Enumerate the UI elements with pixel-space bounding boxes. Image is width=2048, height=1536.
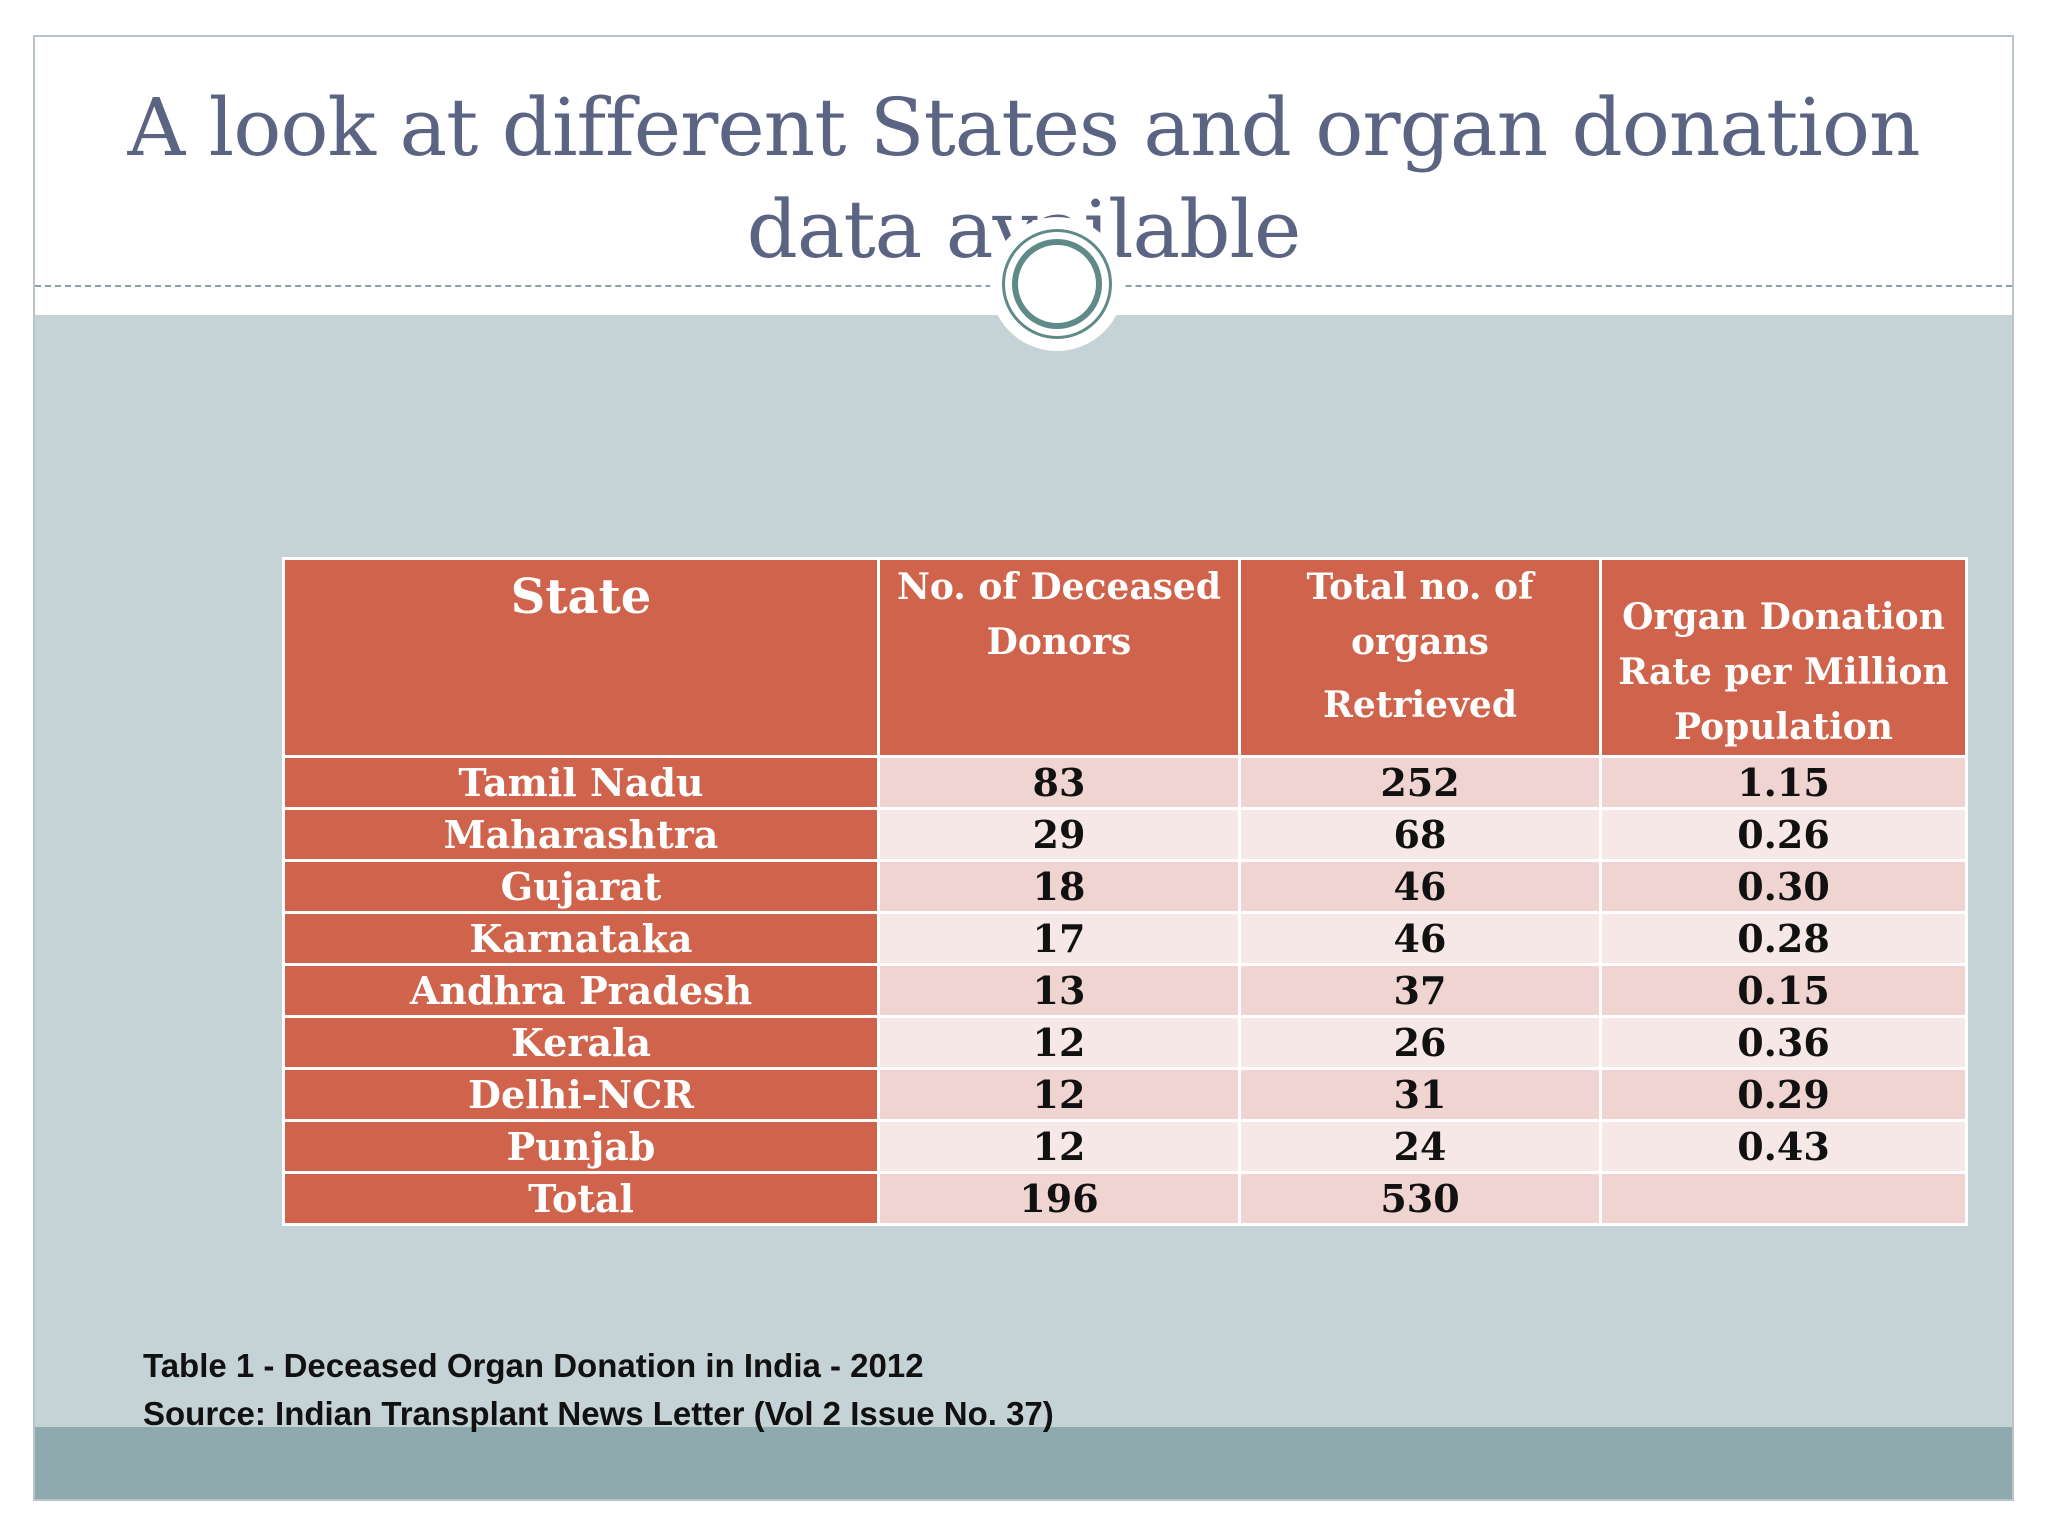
caption-source: Source: Indian Transplant News Letter (V… (143, 1395, 1054, 1432)
rate-cell: 0.15 (1599, 963, 1968, 1018)
organs-cell: 26 (1238, 1015, 1602, 1070)
table-header-row: State No. of Deceased Donors Total no. o… (282, 557, 1968, 758)
slide-title: A look at different States and organ don… (127, 81, 1920, 276)
rate-cell: 1.15 (1599, 755, 1968, 810)
rate-cell: 0.36 (1599, 1015, 1968, 1070)
state-cell: Kerala (282, 1015, 880, 1070)
donors-cell: 29 (877, 807, 1241, 862)
state-cell: Delhi-NCR (282, 1067, 880, 1122)
state-cell: Andhra Pradesh (282, 963, 880, 1018)
organs-cell: 24 (1238, 1119, 1602, 1174)
organs-cell: 37 (1238, 963, 1602, 1018)
divider-ring-inner (1012, 239, 1102, 329)
footer-bar (35, 1427, 2012, 1499)
table-row: Kerala 12 26 0.36 (282, 1015, 1968, 1070)
table-row: Tamil Nadu 83 252 1.15 (282, 755, 1968, 810)
total-donors: 196 (877, 1171, 1241, 1226)
organs-cell: 252 (1238, 755, 1602, 810)
total-rate (1599, 1171, 1968, 1226)
table-row: Punjab 12 24 0.43 (282, 1119, 1968, 1174)
donors-cell: 83 (877, 755, 1241, 810)
table-row: Delhi-NCR 12 31 0.29 (282, 1067, 1968, 1122)
state-cell: Gujarat (282, 859, 880, 914)
table-row: Gujarat 18 46 0.30 (282, 859, 1968, 914)
rate-cell: 0.29 (1599, 1067, 1968, 1122)
organs-cell: 46 (1238, 911, 1602, 966)
state-cell: Karnataka (282, 911, 880, 966)
state-cell: Maharashtra (282, 807, 880, 862)
organs-cell: 31 (1238, 1067, 1602, 1122)
header-donors: No. of Deceased Donors (877, 557, 1241, 758)
state-cell: Tamil Nadu (282, 755, 880, 810)
header-organs-line2: Retrieved (1323, 684, 1517, 726)
donors-cell: 18 (877, 859, 1241, 914)
table-row: Karnataka 17 46 0.28 (282, 911, 1968, 966)
table-caption: Table 1 - Deceased Organ Donation in Ind… (143, 1342, 1054, 1438)
donors-cell: 13 (877, 963, 1241, 1018)
rate-cell: 0.26 (1599, 807, 1968, 862)
donors-cell: 12 (877, 1119, 1241, 1174)
donors-cell: 12 (877, 1015, 1241, 1070)
rate-cell: 0.30 (1599, 859, 1968, 914)
rate-cell: 0.43 (1599, 1119, 1968, 1174)
total-label: Total (282, 1171, 880, 1226)
slide: A look at different States and organ don… (33, 35, 2014, 1501)
header-rate: Organ Donation Rate per Million Populati… (1599, 557, 1968, 758)
table-row: Andhra Pradesh 13 37 0.15 (282, 963, 1968, 1018)
caption-title: Table 1 - Deceased Organ Donation in Ind… (143, 1347, 924, 1384)
header-organs: Total no. of organs Retrieved (1238, 557, 1602, 758)
rate-cell: 0.28 (1599, 911, 1968, 966)
state-cell: Punjab (282, 1119, 880, 1174)
table-total-row: Total 196 530 (282, 1171, 1968, 1226)
organs-cell: 68 (1238, 807, 1602, 862)
donors-cell: 12 (877, 1067, 1241, 1122)
donors-cell: 17 (877, 911, 1241, 966)
organs-cell: 46 (1238, 859, 1602, 914)
organ-donation-table: State No. of Deceased Donors Total no. o… (282, 557, 1968, 1226)
header-organs-line1: Total no. of organs (1306, 566, 1534, 663)
total-organs: 530 (1238, 1171, 1602, 1226)
header-state: State (282, 557, 880, 758)
table-row: Maharashtra 29 68 0.26 (282, 807, 1968, 862)
